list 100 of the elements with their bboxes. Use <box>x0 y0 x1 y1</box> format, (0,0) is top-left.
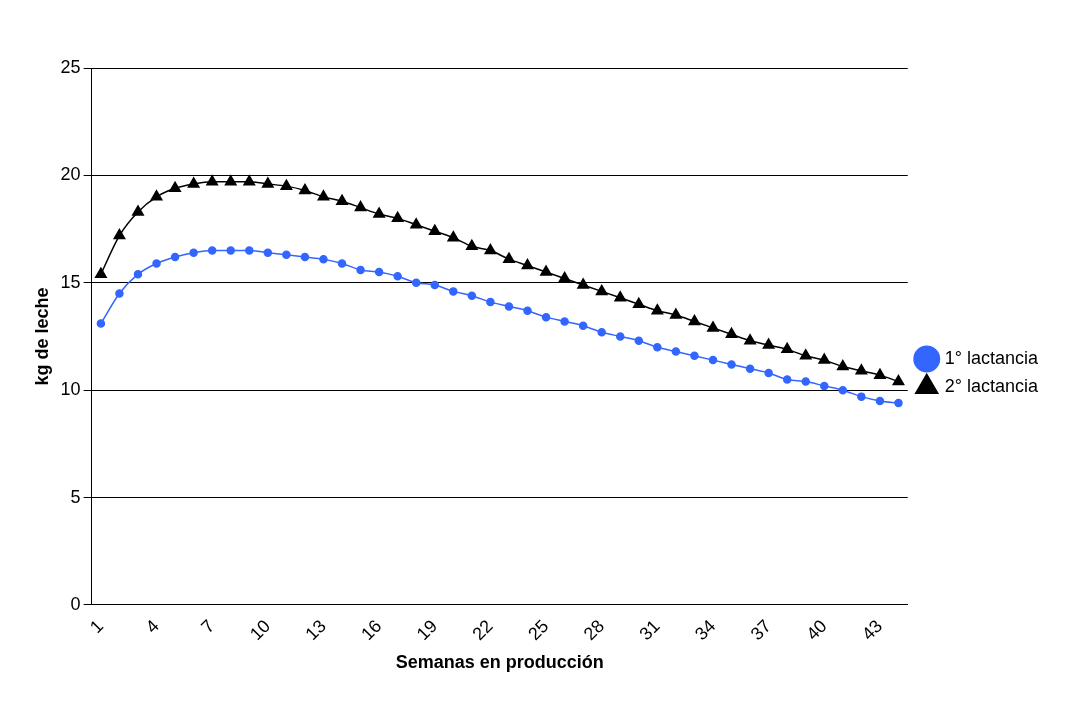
point <box>651 303 664 315</box>
point <box>337 259 347 268</box>
x-tick-label: 43 <box>857 615 887 645</box>
point <box>578 321 588 330</box>
point <box>560 317 569 326</box>
x-tick-label: 7 <box>197 615 219 638</box>
point <box>133 269 143 279</box>
point <box>820 381 829 391</box>
point <box>226 246 235 255</box>
point <box>762 338 775 349</box>
point <box>449 287 458 296</box>
point <box>523 306 532 315</box>
point <box>245 246 254 255</box>
x-tick-label: 10 <box>245 615 275 645</box>
point <box>504 302 514 311</box>
point <box>206 175 219 186</box>
point <box>132 205 144 216</box>
point <box>263 248 273 257</box>
point <box>170 252 180 262</box>
point <box>838 385 848 395</box>
x-tick-label: 19 <box>412 615 442 645</box>
point <box>410 218 423 229</box>
point <box>745 364 755 373</box>
point <box>801 377 810 386</box>
point <box>782 375 792 384</box>
y-tick-label: 25 <box>60 56 81 77</box>
point <box>467 291 477 300</box>
point <box>727 360 736 369</box>
point <box>300 252 310 262</box>
point <box>261 177 274 188</box>
point <box>671 347 681 356</box>
x-tick-label: 4 <box>141 615 163 638</box>
point <box>707 321 719 332</box>
point <box>669 308 682 319</box>
point <box>319 254 328 264</box>
x-axis-title: Semanas en producción <box>395 652 604 673</box>
point <box>634 336 644 346</box>
point <box>282 250 291 260</box>
point <box>503 252 515 263</box>
point <box>521 258 534 270</box>
point <box>818 353 831 364</box>
point <box>484 243 497 255</box>
point <box>391 211 404 223</box>
x-tick-label: 22 <box>468 615 497 645</box>
point <box>540 265 552 276</box>
y-axis-title: kg de leche <box>31 287 52 386</box>
point <box>855 364 868 375</box>
point <box>632 297 645 309</box>
point <box>764 368 773 378</box>
point <box>224 175 237 186</box>
point <box>189 248 198 257</box>
point <box>781 342 794 354</box>
point <box>336 194 348 205</box>
point <box>113 228 126 240</box>
point <box>298 183 311 195</box>
point <box>836 359 849 371</box>
point <box>486 297 495 307</box>
x-tick-label: 16 <box>357 615 386 645</box>
point <box>875 396 885 406</box>
point <box>690 351 699 361</box>
x-tick-label: 28 <box>579 615 609 645</box>
point <box>894 398 903 408</box>
point <box>577 278 590 289</box>
point <box>708 355 718 365</box>
point <box>653 342 662 352</box>
point <box>317 190 330 201</box>
point <box>373 207 386 218</box>
point <box>354 200 367 212</box>
point <box>616 332 625 341</box>
point <box>152 259 161 268</box>
point <box>374 267 384 277</box>
point <box>243 175 256 186</box>
point <box>94 267 107 278</box>
point <box>857 392 866 401</box>
legend-label: 1° lactancia <box>944 347 1039 368</box>
point <box>447 230 460 242</box>
point <box>96 319 106 328</box>
point <box>541 312 551 322</box>
x-tick-label: 1 <box>86 615 108 638</box>
y-tick-label: 20 <box>60 164 81 185</box>
point <box>280 179 293 190</box>
point <box>597 327 606 337</box>
point <box>356 265 365 275</box>
point <box>892 374 905 386</box>
y-tick-label: 5 <box>70 486 81 507</box>
point <box>411 278 421 288</box>
x-tick-label: 25 <box>524 615 553 645</box>
point <box>799 349 812 360</box>
y-tick-label: 0 <box>70 593 81 614</box>
point <box>115 289 124 298</box>
x-tick-label: 37 <box>746 615 775 645</box>
point <box>207 246 217 255</box>
x-tick-label: 31 <box>635 615 664 645</box>
point <box>873 368 886 379</box>
point <box>169 181 182 193</box>
point <box>558 271 571 283</box>
legend-label: 2° lactancia <box>944 375 1039 396</box>
point <box>595 284 608 296</box>
point <box>428 224 441 235</box>
x-tick-label: 40 <box>802 615 831 645</box>
